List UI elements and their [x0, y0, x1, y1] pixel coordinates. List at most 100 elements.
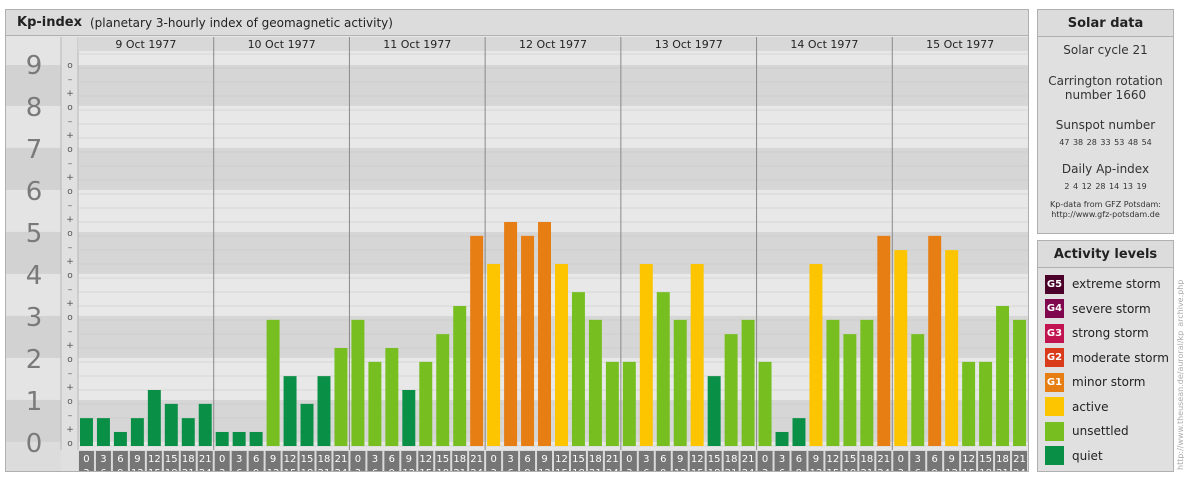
carrington-line1: Carrington rotation — [1048, 74, 1163, 88]
interval-start-label: 0 — [355, 454, 361, 465]
interval-end-label: 18 — [979, 468, 992, 471]
legend-label: severe storm — [1072, 301, 1151, 316]
interval-end-label: 15 — [284, 468, 297, 471]
interval-start-label: 18 — [725, 454, 738, 465]
y-tick-label: 4 — [26, 261, 43, 291]
interval-cell — [554, 451, 569, 471]
credit-link[interactable]: http://www.gfz-potsdam.de — [1051, 210, 1160, 219]
kp-bar — [80, 418, 93, 446]
chart-subtitle: (planetary 3-hourly index of geomagnetic… — [90, 16, 393, 30]
interval-end-label: 24 — [877, 468, 890, 471]
interval-cell — [842, 451, 858, 471]
legend-item: unsettled — [1045, 421, 1129, 441]
interval-start-label: 3 — [236, 454, 242, 465]
kp-bar — [470, 235, 484, 446]
interval-end-label: 3 — [762, 468, 768, 471]
interval-start-label: 0 — [83, 454, 89, 465]
grid-band — [78, 273, 1028, 316]
y-subtick-label: + — [66, 173, 74, 183]
day-label: 10 Oct 1977 — [248, 38, 316, 51]
interval-end-label: 12 — [810, 468, 823, 471]
y-subtick-label: + — [66, 299, 74, 309]
kp-bar — [334, 348, 348, 446]
interval-end-label: 9 — [117, 468, 123, 471]
interval-end-label: 12 — [945, 468, 958, 471]
interval-end-label: 18 — [436, 468, 449, 471]
y-subtick-label: o — [67, 355, 73, 365]
kp-bar — [147, 390, 161, 446]
data-credit: Kp-data from GFZ Potsdam: http://www.gfz… — [1038, 200, 1173, 220]
interval-cell — [486, 451, 502, 471]
interval-end-label: 12 — [267, 468, 280, 471]
day-label: 11 Oct 1977 — [383, 38, 451, 51]
y-tick-band — [6, 231, 61, 274]
interval-end-label: 3 — [83, 468, 89, 471]
interval-end-label: 15 — [691, 468, 704, 471]
y-subtick-label: o — [67, 145, 73, 155]
interval-end-label: 6 — [236, 468, 242, 471]
interval-cell — [214, 451, 230, 471]
interval-cell — [638, 451, 654, 471]
interval-cell — [265, 451, 281, 471]
interval-start-label: 9 — [406, 454, 412, 465]
interval-end-label: 21 — [860, 468, 873, 471]
interval-cell — [452, 451, 468, 471]
legend-swatch: G2 — [1045, 348, 1064, 367]
interval-start-label: 15 — [165, 454, 178, 465]
interval-end-label: 15 — [148, 468, 161, 471]
kp-bar — [130, 418, 144, 446]
y-subtick-label: – — [68, 243, 73, 253]
solar-cycle: Solar cycle 21 — [1063, 43, 1148, 57]
legend-item: G5 extreme storm — [1045, 274, 1161, 294]
kp-bar — [402, 390, 416, 446]
kp-bar — [996, 306, 1010, 446]
kp-bar — [300, 403, 314, 446]
interval-end-label: 6 — [100, 468, 106, 471]
interval-cell — [723, 451, 739, 471]
interval-start-label: 15 — [572, 454, 585, 465]
interval-cell — [706, 451, 722, 471]
kp-bar — [521, 235, 535, 446]
kp-bar — [436, 334, 450, 446]
interval-start-label: 3 — [372, 454, 378, 465]
interval-start-label: 12 — [827, 454, 840, 465]
y-subtick-label: + — [66, 89, 74, 99]
interval-end-label: 3 — [355, 468, 361, 471]
interval-start-label: 21 — [742, 454, 755, 465]
y-subtick-label: – — [68, 411, 73, 421]
interval-strip — [78, 450, 1028, 471]
interval-start-label: 6 — [253, 454, 259, 465]
interval-end-label: 24 — [1013, 468, 1026, 471]
interval-start-label: 3 — [779, 454, 785, 465]
y-tick-band — [6, 315, 61, 358]
interval-end-label: 9 — [389, 468, 395, 471]
kp-bar — [843, 334, 857, 446]
interval-end-label: 3 — [219, 468, 225, 471]
interval-start-label: 18 — [318, 454, 331, 465]
kp-bar — [368, 361, 382, 446]
y-subtick-label: o — [67, 313, 73, 323]
kp-bar — [198, 403, 212, 446]
kp-bar — [707, 376, 721, 446]
interval-start-label: 18 — [860, 454, 873, 465]
legend-label: active — [1072, 399, 1109, 414]
interval-start-label: 21 — [335, 454, 348, 465]
interval-cell — [570, 451, 586, 471]
ap-label: Daily Ap-index — [1061, 162, 1150, 176]
interval-cell — [282, 451, 298, 471]
interval-end-label: 12 — [131, 468, 144, 471]
interval-cell — [672, 451, 688, 471]
legend-item: quiet — [1045, 446, 1103, 466]
interval-cell — [418, 451, 434, 471]
y-subtick-label: o — [67, 187, 73, 197]
interval-end-label: 18 — [165, 468, 178, 471]
interval-cell — [774, 451, 790, 471]
legend-swatch: G5 — [1045, 274, 1064, 294]
interval-start-label: 12 — [284, 454, 297, 465]
interval-cell — [197, 451, 213, 471]
y-tick-band — [6, 357, 61, 400]
y-subtick-label: o — [67, 397, 73, 407]
interval-end-label: 9 — [524, 468, 530, 471]
interval-start-label: 12 — [962, 454, 975, 465]
interval-cell — [876, 451, 892, 471]
